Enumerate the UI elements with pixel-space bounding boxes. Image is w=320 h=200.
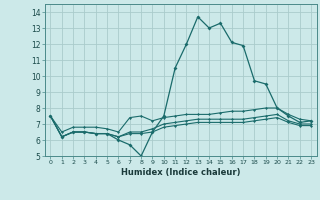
X-axis label: Humidex (Indice chaleur): Humidex (Indice chaleur) (121, 168, 241, 177)
